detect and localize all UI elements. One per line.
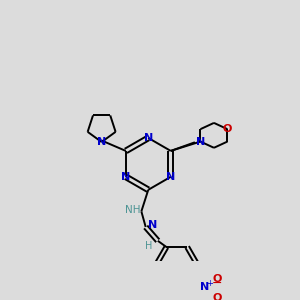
Text: N: N <box>121 172 130 182</box>
Text: O: O <box>213 274 222 284</box>
Text: N: N <box>148 220 157 230</box>
Text: NH: NH <box>125 205 140 215</box>
Text: N: N <box>144 133 153 143</box>
Text: +: + <box>206 279 213 288</box>
Text: N: N <box>200 282 209 292</box>
Text: H: H <box>146 241 153 251</box>
Text: N: N <box>196 136 205 147</box>
Text: O: O <box>213 292 222 300</box>
Text: N: N <box>166 172 176 182</box>
Text: N: N <box>97 137 106 147</box>
Text: −: − <box>211 277 222 290</box>
Text: O: O <box>223 124 232 134</box>
